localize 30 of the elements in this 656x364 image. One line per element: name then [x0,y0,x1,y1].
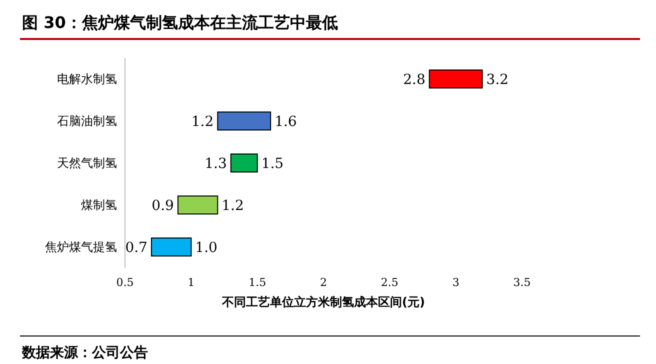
y-tick-label: 煤制氢 [81,198,117,212]
annotation: 1.2 [222,198,244,214]
x-tick-label: 3.5 [513,276,531,289]
annotation: 1.3 [204,156,227,172]
source-note: 数据来源：公司公告 [21,345,148,361]
x-tick-label: 2 [320,276,327,289]
annotation: 0.7 [125,240,148,256]
bar [150,238,192,256]
y-tick-label: 石脑油制氢 [57,114,117,128]
bar [230,154,258,172]
y-tick-label: 电解水制氢 [57,72,117,86]
bar [217,112,272,130]
x-tick-label: 1.5 [248,276,266,289]
annotation: 1.5 [261,156,284,172]
x-tick-label: 0.5 [116,276,134,289]
bar [428,70,483,88]
bar [177,196,218,214]
y-tick-label: 天然气制氢 [57,156,117,170]
annotation: 1.6 [274,114,297,130]
annotation: 1.2 [191,114,214,130]
x-axis-title: 不同工艺单位立方米制氢成本区间(元) [221,295,425,309]
annotation: 3.2 [486,72,509,88]
annotation: 2.8 [403,72,426,88]
x-tick-label: 3 [452,276,460,289]
annotation: 1.0 [195,240,218,256]
y-tick-label: 焦炉煤气提氢 [45,240,117,254]
x-tick-label: 1 [188,276,195,289]
x-tick-label: 2.5 [380,276,398,289]
annotation: 0.9 [152,198,174,214]
chart-title: 图 30：焦炉煤气制氢成本在主流工艺中最低 [22,13,338,32]
